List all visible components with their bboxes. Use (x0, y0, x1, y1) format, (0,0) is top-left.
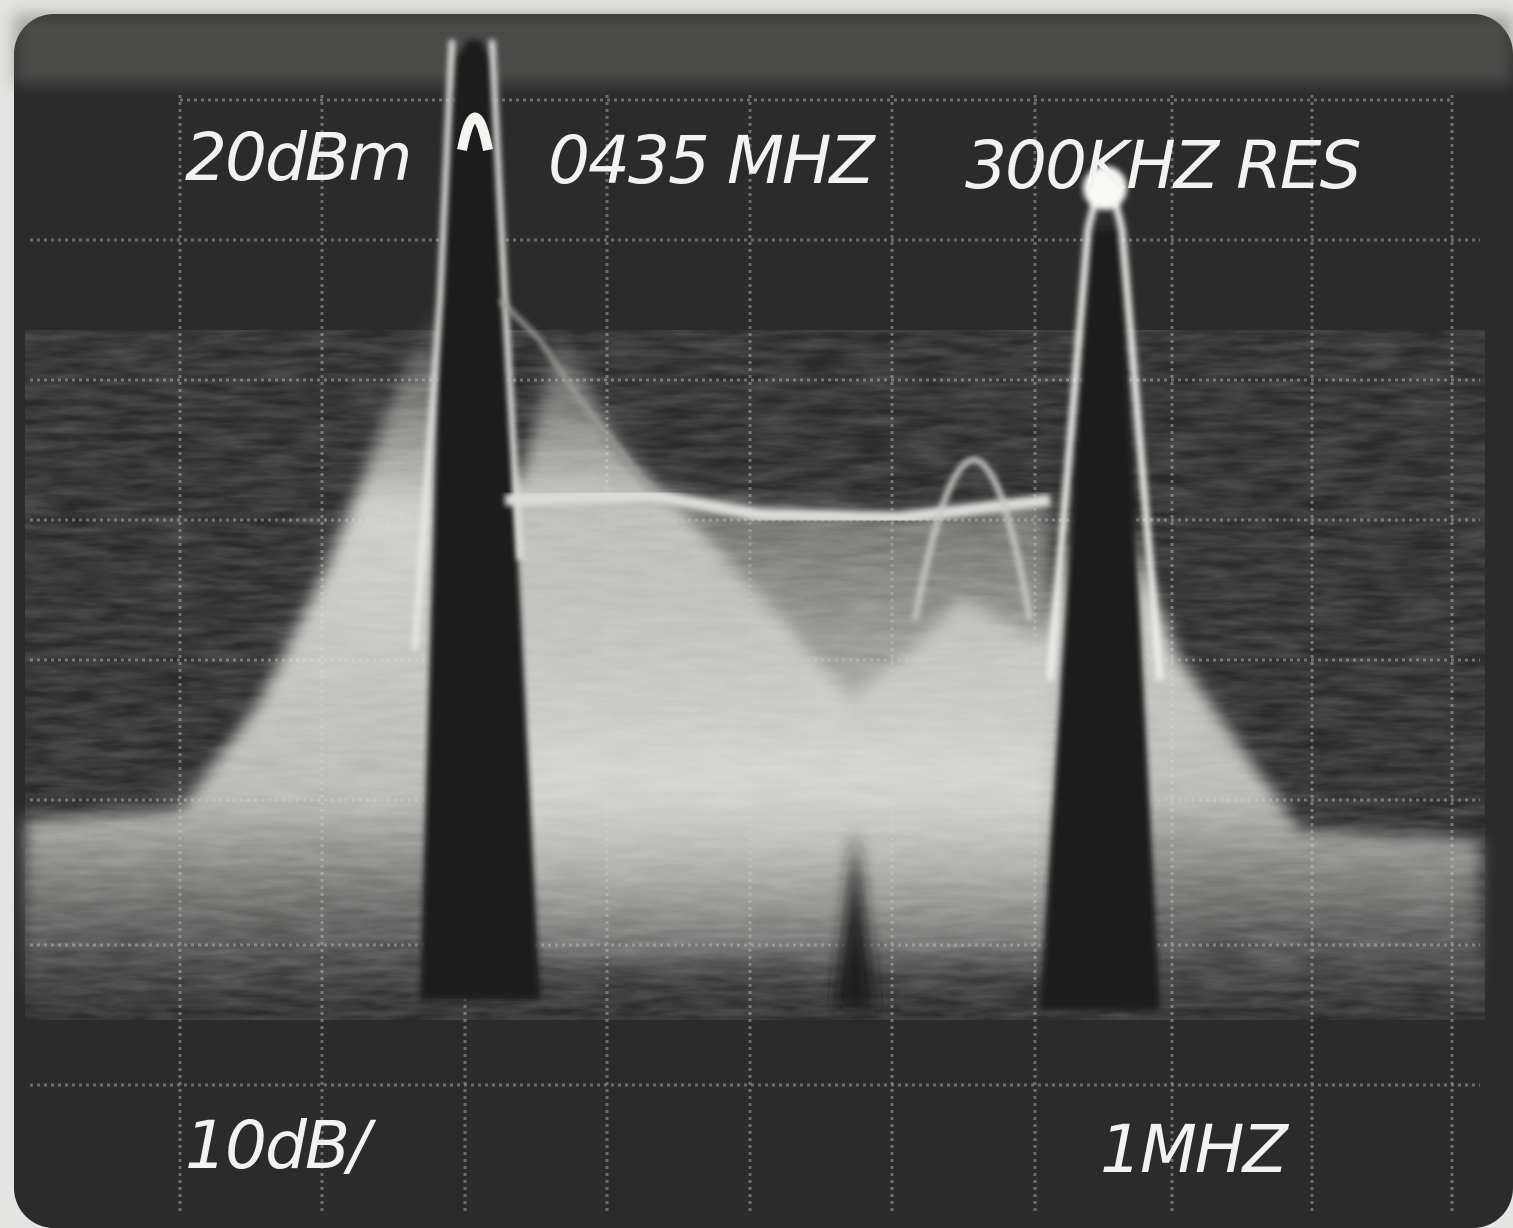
vertical-scale: 10dB/ (185, 1107, 377, 1184)
noise-texture (25, 330, 1485, 1020)
screen-glare (14, 14, 1513, 84)
horizontal-scale: 1MHZ (1100, 1111, 1290, 1188)
page: Spectrum analyzer display {"screen": {"r… (0, 0, 1513, 1228)
body: 20dBm 0435 MHZ 300KHZ RES 10dB/ 1MHZ (()… (0, 0, 1513, 1228)
resolution-bandwidth: 300KHZ RES (965, 127, 1360, 204)
reference-level: 20dBm (185, 119, 410, 196)
center-frequency: 0435 MHZ (548, 122, 877, 199)
analyzer-photo: 20dBm 0435 MHZ 300KHZ RES 10dB/ 1MHZ (0, 0, 1513, 1228)
